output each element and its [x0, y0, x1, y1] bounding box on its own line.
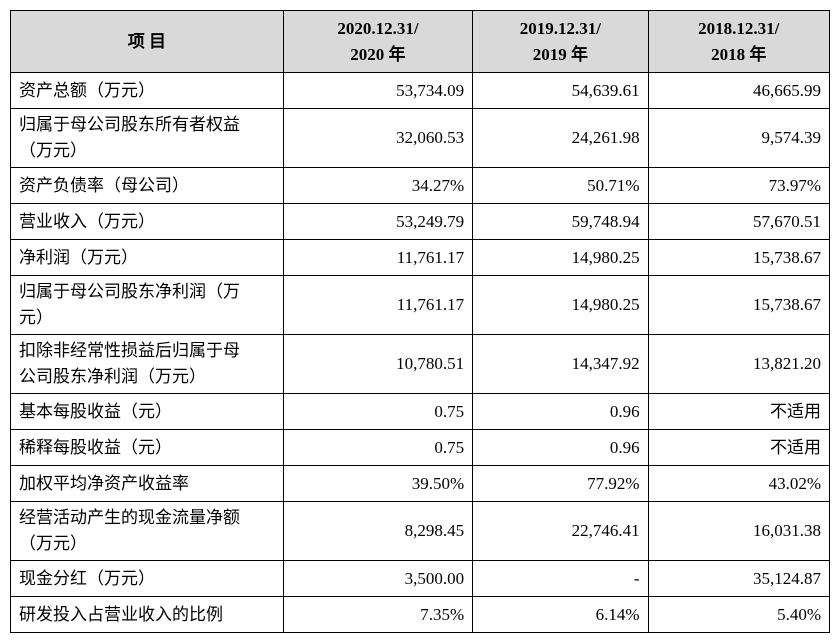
row-label: 研发投入占营业收入的比例 — [10, 596, 284, 633]
row-label: 资产负债率（母公司） — [10, 167, 284, 204]
table-row: 稀释每股收益（元） 0.75 0.96 不适用 — [10, 429, 831, 466]
header-cell: 2020.12.31/2020 年 — [282, 10, 474, 73]
cell-line: 归属于母公司股东所有者权益 — [19, 115, 240, 134]
value-cell: 46,665.99 — [647, 72, 831, 109]
value-cell: 54,639.61 — [472, 72, 649, 109]
cell-line: （万元） — [19, 534, 87, 553]
row-label: 净利润（万元） — [10, 239, 284, 276]
row-label: 经营活动产生的现金流量净额 （万元） — [10, 501, 284, 561]
cell-line: 资产总额（万元） — [19, 80, 155, 100]
value-cell: 不适用 — [647, 393, 831, 430]
row-label: 加权平均净资产收益率 — [10, 465, 284, 502]
value-cell: 16,031.38 — [647, 501, 831, 561]
value-cell: 73.97% — [647, 167, 831, 204]
value-cell: 11,761.17 — [282, 239, 474, 276]
value-cell: 14,980.25 — [472, 275, 649, 335]
value-cell: 5.40% — [647, 596, 831, 633]
cell-line: 公司股东净利润（万元） — [19, 367, 206, 386]
value-cell: 43.02% — [647, 465, 831, 502]
cell-line: 稀释每股收益（元） — [19, 437, 172, 457]
cell-line: 2018.12.31/ — [698, 18, 780, 38]
cell-line: 2020.12.31/ — [337, 18, 419, 38]
table-row: 扣除非经常性损益后归属于母 公司股东净利润（万元） 10,780.51 14,347.… — [10, 334, 831, 394]
row-label: 扣除非经常性损益后归属于母 公司股东净利润（万元） — [10, 334, 284, 394]
cell-line: 项 目 — [127, 31, 166, 51]
cell-line: 营业收入（万元） — [19, 211, 155, 231]
value-cell: 34.27% — [282, 167, 474, 204]
cell-line: （万元） — [19, 141, 87, 160]
cell-line: 归属于母公司股东净利润（万 — [19, 282, 240, 301]
row-label: 归属于母公司股东净利润（万 元） — [10, 275, 284, 335]
financial-table: 项 目 2020.12.31/2020 年 2019.12.31/2019 年 201… — [10, 10, 831, 633]
cell-line: 元） — [19, 308, 53, 327]
row-label: 基本每股收益（元） — [10, 393, 284, 430]
value-cell: 35,124.87 — [647, 560, 831, 597]
table-row: 资产负债率（母公司） 34.27% 50.71% 73.97% — [10, 167, 831, 204]
value-cell: 3,500.00 — [282, 560, 474, 597]
value-cell: 13,821.20 — [647, 334, 831, 394]
row-label: 稀释每股收益（元） — [10, 429, 284, 466]
value-cell: 0.75 — [282, 429, 474, 466]
value-cell: 57,670.51 — [647, 203, 831, 240]
value-cell: 14,980.25 — [472, 239, 649, 276]
table-row: 研发投入占营业收入的比例 7.35% 6.14% 5.40% — [10, 596, 831, 633]
value-cell: 14,347.92 — [472, 334, 649, 394]
cell-line: 研发投入占营业收入的比例 — [19, 604, 223, 624]
cell-line: 2019 年 — [532, 44, 588, 64]
value-cell: 11,761.17 — [282, 275, 474, 335]
value-cell: 77.92% — [472, 465, 649, 502]
header-cell: 项 目 — [10, 10, 284, 73]
value-cell: 50.71% — [472, 167, 649, 204]
table-row: 经营活动产生的现金流量净额 （万元） 8,298.45 22,746.41 16,031… — [10, 501, 831, 561]
value-cell: 10,780.51 — [282, 334, 474, 394]
value-cell: 59,748.94 — [472, 203, 649, 240]
table-row: 净利润（万元） 11,761.17 14,980.25 15,738.67 — [10, 239, 831, 276]
value-cell: - — [472, 560, 649, 597]
value-cell: 不适用 — [647, 429, 831, 466]
row-label: 营业收入（万元） — [10, 203, 284, 240]
value-cell: 9,574.39 — [647, 108, 831, 168]
table-row: 归属于母公司股东所有者权益 （万元） 32,060.53 24,261.98 9,574… — [10, 108, 831, 168]
cell-line: 2019.12.31/ — [519, 18, 601, 38]
table-row: 加权平均净资产收益率 39.50% 77.92% 43.02% — [10, 465, 831, 502]
value-cell: 32,060.53 — [282, 108, 474, 168]
header-cell: 2019.12.31/2019 年 — [472, 10, 649, 73]
table-row: 归属于母公司股东净利润（万 元） 11,761.17 14,980.25 15,738.… — [10, 275, 831, 335]
table-row: 基本每股收益（元） 0.75 0.96 不适用 — [10, 393, 831, 430]
cell-line: 现金分红（万元） — [19, 568, 155, 588]
cell-line: 加权平均净资产收益率 — [19, 473, 189, 493]
header-cell: 2018.12.31/2018 年 — [647, 10, 831, 73]
value-cell: 53,249.79 — [282, 203, 474, 240]
table-row: 营业收入（万元） 53,249.79 59,748.94 57,670.51 — [10, 203, 831, 240]
cell-line: 经营活动产生的现金流量净额 — [19, 508, 240, 527]
table-row: 现金分红（万元） 3,500.00-35,124.87 — [10, 560, 831, 597]
value-cell: 7.35% — [282, 596, 474, 633]
table-body: 资产总额（万元） 53,734.09 54,639.61 46,665.99 归属于母公… — [10, 72, 831, 633]
cell-line: 2020 年 — [350, 44, 406, 64]
table-row: 资产总额（万元） 53,734.09 54,639.61 46,665.99 — [10, 72, 831, 109]
cell-line: 资产负债率（母公司） — [19, 175, 189, 195]
cell-line: 净利润（万元） — [19, 247, 138, 267]
table-header: 项 目 2020.12.31/2020 年 2019.12.31/2019 年 201… — [10, 10, 831, 73]
value-cell: 8,298.45 — [282, 501, 474, 561]
value-cell: 39.50% — [282, 465, 474, 502]
value-cell: 53,734.09 — [282, 72, 474, 109]
value-cell: 24,261.98 — [472, 108, 649, 168]
row-label: 现金分红（万元） — [10, 560, 284, 597]
value-cell: 0.75 — [282, 393, 474, 430]
value-cell: 0.96 — [472, 393, 649, 430]
value-cell: 0.96 — [472, 429, 649, 466]
row-label: 资产总额（万元） — [10, 72, 284, 109]
header-row: 项 目 2020.12.31/2020 年 2019.12.31/2019 年 201… — [10, 10, 831, 73]
value-cell: 15,738.67 — [647, 275, 831, 335]
row-label: 归属于母公司股东所有者权益 （万元） — [10, 108, 284, 168]
cell-line: 基本每股收益（元） — [19, 401, 172, 421]
value-cell: 6.14% — [472, 596, 649, 633]
value-cell: 15,738.67 — [647, 239, 831, 276]
cell-line: 2018 年 — [711, 44, 767, 64]
cell-line: 扣除非经常性损益后归属于母 — [19, 341, 240, 360]
value-cell: 22,746.41 — [472, 501, 649, 561]
